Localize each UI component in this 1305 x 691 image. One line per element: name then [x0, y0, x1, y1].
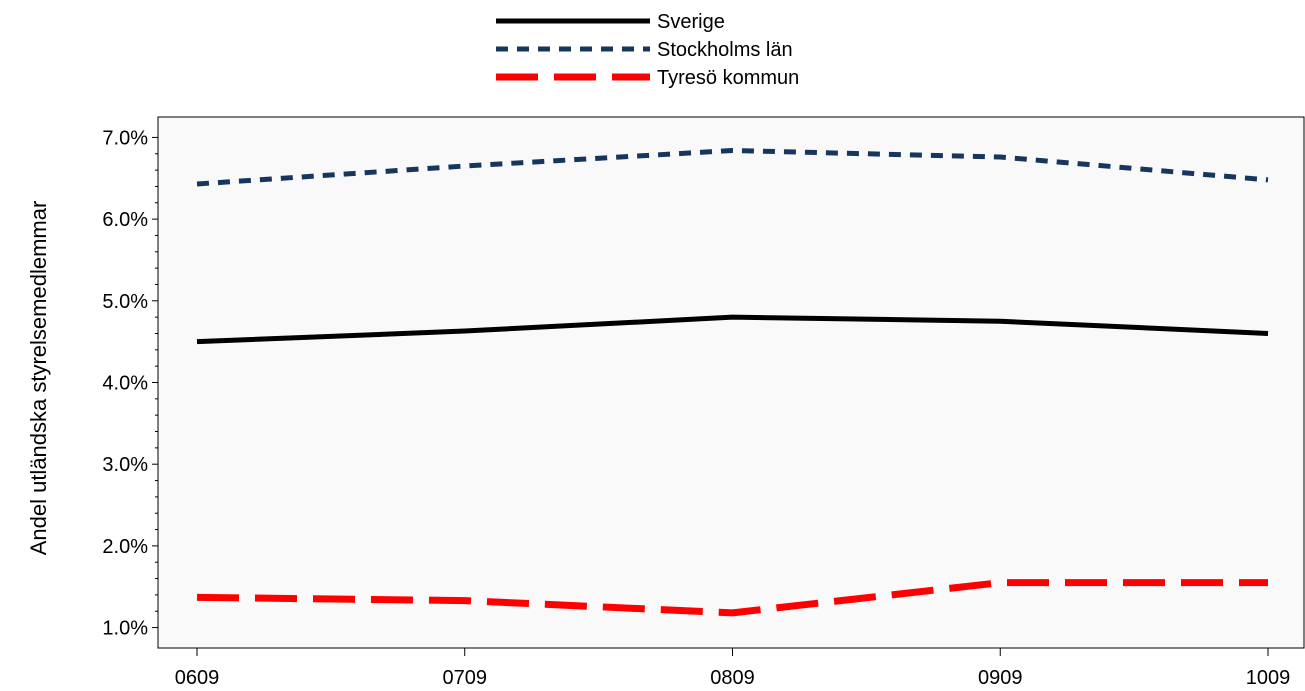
legend-entry-2: Tyresö kommun — [496, 67, 799, 89]
series-line-1 — [196, 147, 1269, 187]
x-axis: 0609 0709 0809 0909 1009 — [175, 648, 1291, 689]
y-tick-label: 4.0% — [102, 373, 148, 395]
x-tick-label: 0609 — [175, 667, 220, 689]
legend-entry-0: Sverige — [496, 11, 725, 33]
y-tick-label: 6.0% — [102, 209, 148, 231]
y-tick-label: 1.0% — [102, 618, 148, 640]
y-axis-title: Andel utländska styrelsemedlemmar — [26, 201, 51, 556]
y-axis: 1.0% 2.0% 3.0% 4.0% 5.0% 6.0% 7.0% — [102, 127, 158, 640]
legend: Sverige Stockholms län Tyresö kommun — [496, 11, 799, 89]
series-lines — [196, 147, 1269, 617]
x-tick-label: 0709 — [443, 667, 488, 689]
y-tick-label: 7.0% — [102, 127, 148, 149]
legend-label-0: Sverige — [657, 11, 725, 33]
x-tick-label: 0909 — [978, 667, 1023, 689]
y-tick-label: 5.0% — [102, 291, 148, 313]
x-tick-label: 0809 — [710, 667, 755, 689]
x-tick-label: 1009 — [1246, 667, 1291, 689]
legend-entry-1: Stockholms län — [496, 39, 793, 61]
series-line-0 — [196, 314, 1269, 345]
plot-area — [157, 116, 1305, 649]
legend-label-1: Stockholms län — [657, 39, 793, 61]
y-tick-label: 2.0% — [102, 536, 148, 558]
legend-label-2: Tyresö kommun — [657, 67, 799, 89]
series-line-2 — [196, 579, 1268, 617]
y-tick-label: 3.0% — [102, 454, 148, 476]
